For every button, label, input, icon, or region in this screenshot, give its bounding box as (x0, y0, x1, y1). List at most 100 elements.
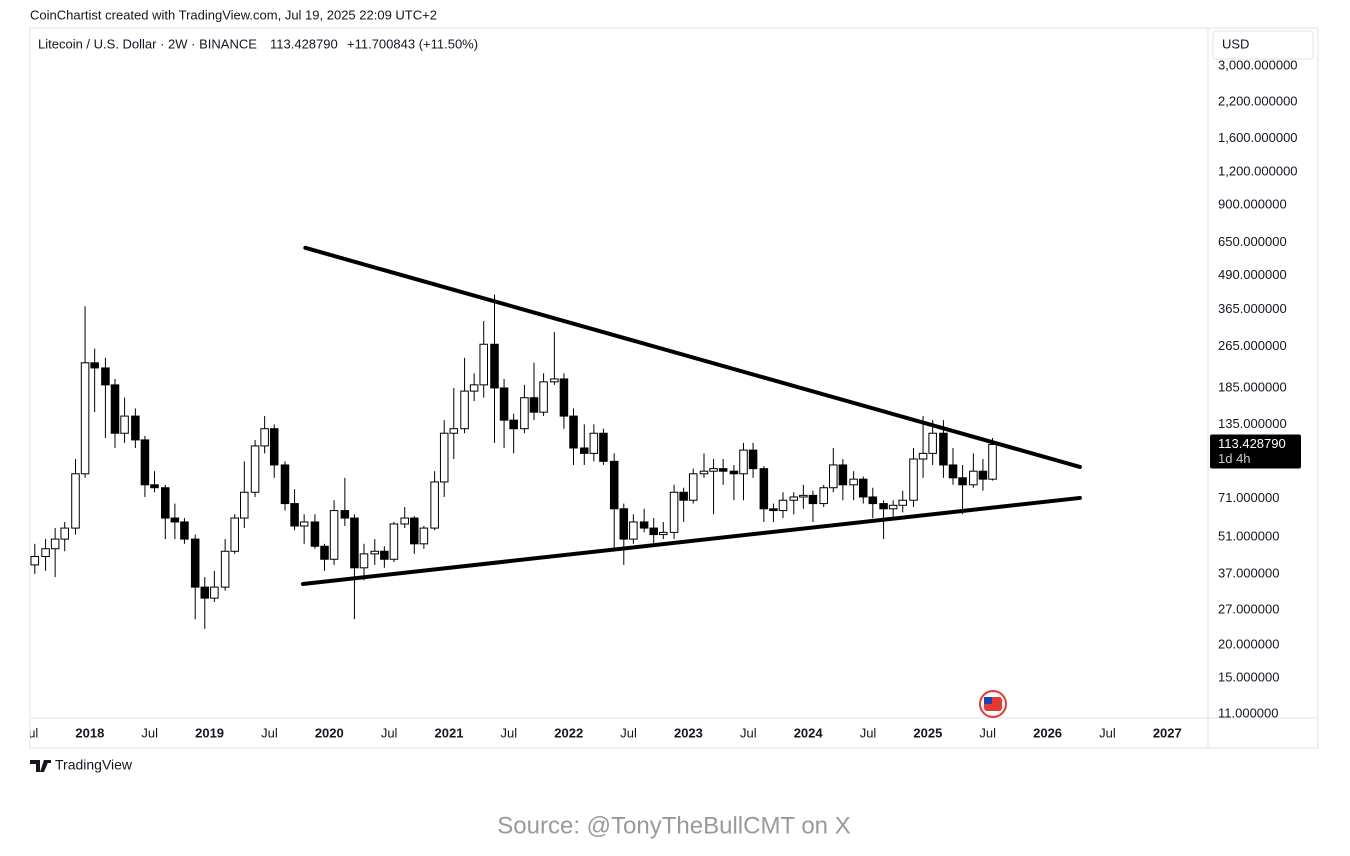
legend-change: +11.700843 (+11.50%) (347, 36, 478, 51)
x-tick-label: Jul (1099, 725, 1116, 740)
currency-box[interactable] (1212, 30, 1314, 60)
candle-body (699, 470, 709, 475)
candle-body (340, 510, 350, 519)
y-tick-label: 490.000000 (1218, 267, 1287, 282)
candle-body (759, 468, 769, 510)
candle-body (559, 378, 569, 417)
candle-body (539, 381, 548, 413)
candle-body (778, 499, 788, 512)
candle-body (499, 387, 509, 421)
trendline (303, 245, 1082, 469)
candle-body (380, 550, 389, 560)
axes: Jul 2018 Jul 2019 Jul 2020 Jul 2021 Jul 2022 Jul 20… (30, 57, 1301, 740)
candle-body (928, 432, 937, 454)
candle-body (269, 428, 279, 466)
y-tick-label: 20.000000 (1218, 636, 1279, 651)
candle-body (90, 362, 99, 369)
x-tick-label: Jul (740, 725, 757, 740)
legend-price: 113.428790 (270, 36, 338, 51)
candle-body (310, 521, 320, 547)
candle-body (329, 510, 339, 560)
y-tick-label: 15.000000 (1218, 670, 1279, 685)
x-tick-label: 2019 (195, 725, 224, 740)
candle-body (389, 523, 399, 560)
candle-body (71, 473, 80, 529)
y-tick-label: 3,000.000000 (1218, 57, 1298, 72)
candle-body (30, 556, 40, 566)
candle-body (649, 527, 658, 536)
tv-logo[interactable]: TradingView (30, 757, 133, 773)
candle-body (639, 521, 649, 529)
y-tick-label: 1,600.000000 (1218, 130, 1298, 145)
x-tick-label: 2027 (1153, 725, 1182, 740)
candle-body (430, 481, 439, 529)
candle-body (479, 343, 488, 386)
x-tick-label: 2022 (554, 725, 583, 740)
candle-body (569, 415, 578, 449)
flag-icon[interactable] (979, 690, 1007, 718)
candle-body (210, 586, 219, 599)
candle-body (669, 491, 679, 533)
candle-body (898, 499, 907, 506)
candle-body (978, 470, 988, 480)
candle-body (419, 527, 429, 545)
candle-body (819, 487, 828, 505)
candle-body (150, 484, 159, 489)
x-tick-label: 2026 (1033, 725, 1062, 740)
candle-body (550, 378, 559, 383)
candle-body (879, 503, 888, 510)
candle-body (580, 447, 589, 454)
y-tick-label: 135.000000 (1218, 416, 1287, 431)
candle-body (599, 432, 608, 462)
y-tick-label: 365.000000 (1218, 301, 1287, 316)
x-tick-label: 2020 (315, 725, 344, 740)
source: Source: @TonyTheBullCMT on X (497, 812, 850, 839)
candle-body (868, 496, 878, 505)
logo-mark[interactable] (30, 760, 51, 772)
y-tick-label: 37.000000 (1218, 565, 1279, 580)
y-tick-label: 27.000000 (1218, 602, 1279, 617)
candle-body (969, 470, 978, 486)
countdown: 1d 4h (1218, 451, 1251, 466)
candle-body (230, 517, 239, 552)
flag-canton[interactable] (984, 697, 992, 704)
candle-body (101, 367, 110, 386)
y-tick-label: 185.000000 (1218, 379, 1287, 394)
candle-body (958, 477, 967, 486)
x-tick-label: 2018 (75, 725, 104, 740)
candle-body (849, 478, 858, 486)
candle-body (460, 390, 469, 430)
candle-body (808, 494, 818, 505)
candle-body (888, 504, 898, 510)
price-tag-label: 113.428790 (1218, 436, 1286, 451)
x-tick-label: 2025 (913, 725, 942, 740)
candle-body (320, 545, 329, 560)
logo-text[interactable]: TradingView (55, 757, 133, 773)
x-tick-label: Jul (381, 725, 398, 740)
trendline (300, 495, 1082, 587)
x-tick-label: 2021 (435, 725, 464, 740)
candle-body (220, 550, 230, 588)
x-tick-label: Jul (979, 725, 996, 740)
x-tick-label: 2024 (794, 725, 824, 740)
candle-body (789, 496, 799, 501)
candle-body (190, 538, 200, 588)
y-tick-label: 11.000000 (1218, 705, 1279, 720)
candle-body (679, 491, 688, 501)
candle-body (180, 521, 189, 540)
candle-body (400, 517, 409, 525)
candle-body (829, 464, 838, 489)
candle-body (359, 553, 369, 569)
symbol: Litecoin / U.S. Dollar · 2W · BINANCE (38, 36, 257, 51)
y-tick-label: 51.000000 (1218, 528, 1279, 543)
candle-body (709, 468, 718, 472)
candle-body (838, 464, 848, 486)
currency[interactable]: USD (1222, 36, 1249, 51)
y-tick-label: 1,200.000000 (1218, 163, 1298, 178)
candle-body (140, 439, 150, 486)
candle-body (509, 419, 518, 430)
candle-body (290, 503, 299, 527)
candle-body (410, 517, 419, 545)
candle-body (948, 464, 958, 479)
chart-frame (29, 27, 1319, 749)
